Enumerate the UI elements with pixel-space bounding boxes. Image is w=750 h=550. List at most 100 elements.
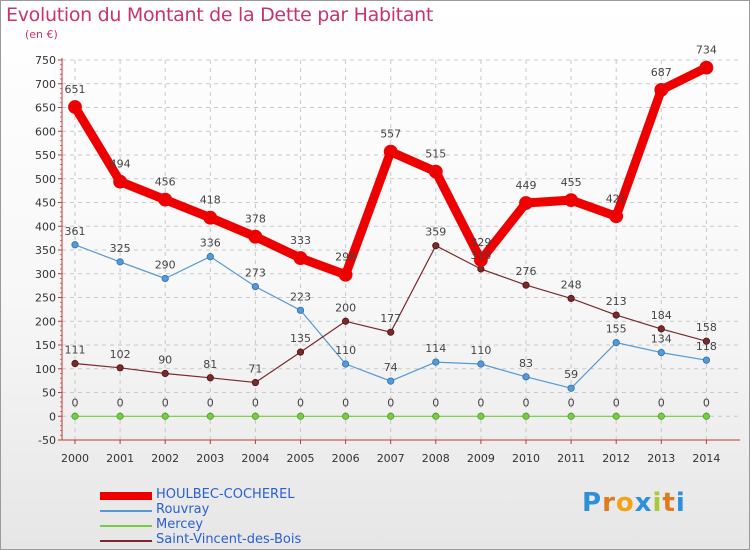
data-label: 494: [110, 158, 131, 171]
y-tick-label: 150: [35, 339, 56, 352]
data-point: [519, 196, 533, 210]
data-label: 329: [470, 236, 491, 249]
y-tick-label: 650: [35, 102, 56, 115]
data-point: [116, 412, 124, 420]
data-point: [473, 253, 488, 267]
label-layer: 361 325 290 336 273 223 110 74 114 110 83 59 155 134 1…: [65, 44, 717, 410]
data-label: 0: [703, 396, 710, 409]
data-label: 110: [470, 344, 491, 357]
data-label: 0: [477, 396, 484, 409]
y-tick-label: 250: [35, 292, 56, 305]
data-point: [161, 274, 169, 283]
legend-label: Mercey: [156, 517, 204, 532]
y-tick-label: 100: [35, 363, 56, 376]
data-point: [206, 374, 214, 382]
x-tick-label: 2006: [332, 452, 360, 465]
data-label: 449: [516, 179, 537, 192]
data-point: [296, 306, 305, 314]
data-point: [657, 412, 665, 420]
data-label: 418: [200, 194, 221, 207]
data-label: 0: [117, 396, 124, 409]
data-label: 515: [425, 148, 446, 161]
data-label: 421: [606, 192, 627, 205]
brand-letter: i: [652, 488, 663, 518]
data-point: [522, 412, 530, 420]
data-label: 0: [252, 396, 259, 409]
data-label: 110: [335, 344, 356, 357]
x-tick-label: 2007: [377, 452, 405, 465]
data-point: [113, 174, 127, 189]
data-label: 184: [651, 309, 672, 322]
y-tick-label: 550: [35, 149, 56, 162]
data-point: [71, 241, 79, 249]
y-tick-label: 450: [35, 197, 56, 210]
data-label: 102: [110, 348, 131, 361]
data-point: [477, 412, 485, 420]
x-tick-label: 2005: [287, 452, 315, 465]
x-tick-label: 2000: [61, 452, 89, 465]
y-tick-label: 500: [35, 173, 56, 186]
data-label: 0: [432, 396, 439, 409]
data-point: [522, 281, 530, 289]
data-point: [203, 210, 218, 225]
brand-logo: Proxiti: [582, 488, 686, 518]
data-label: 111: [65, 344, 86, 357]
data-point: [702, 356, 711, 364]
data-point: [293, 251, 308, 265]
data-point: [116, 364, 124, 372]
data-point: [341, 412, 350, 420]
data-label: 557: [380, 128, 401, 141]
y-tick-label: 700: [35, 78, 56, 91]
y-tick-label: 200: [35, 315, 56, 328]
data-point: [341, 360, 350, 368]
x-tick-label: 2002: [151, 452, 179, 465]
data-point: [477, 360, 485, 368]
brand-letter: x: [634, 488, 653, 518]
x-tick-label: 2014: [692, 452, 720, 465]
data-label: 651: [65, 83, 86, 96]
legend-swatch: [100, 540, 152, 542]
data-point: [68, 100, 82, 114]
y-tick-label: -50: [38, 434, 56, 447]
data-point: [657, 348, 665, 357]
y-tick-label: 600: [35, 125, 56, 138]
data-label: 59: [564, 368, 578, 381]
data-label: 0: [568, 396, 575, 409]
data-label: 177: [380, 312, 401, 325]
data-label: 0: [658, 396, 665, 409]
data-label: 456: [155, 176, 176, 189]
data-label: 273: [245, 267, 266, 280]
grid-layer: [62, 59, 740, 441]
data-point: [567, 412, 575, 420]
brand-letter: r: [602, 488, 616, 518]
data-point: [699, 60, 714, 75]
data-label: 0: [72, 396, 79, 409]
data-label: 361: [65, 225, 86, 238]
data-label: 0: [387, 396, 394, 409]
data-label: 0: [297, 396, 304, 409]
legend-swatch: [100, 525, 152, 527]
data-point: [657, 325, 665, 333]
series-layer: [68, 60, 714, 420]
legend-swatch: [100, 492, 152, 500]
data-label: 118: [696, 340, 717, 353]
legend-swatch: [100, 510, 152, 512]
data-point: [702, 412, 711, 420]
brand-letter: o: [615, 488, 635, 518]
data-point: [567, 384, 575, 392]
data-point: [71, 359, 79, 368]
axis-layer: -50 0 50 100 150 200 250 300 350 400 450 500 550 600 6…: [35, 54, 740, 465]
y-tick-label: 0: [49, 410, 56, 423]
y-tick-label: 400: [35, 220, 56, 233]
data-point: [71, 412, 79, 420]
x-tick-label: 2011: [557, 452, 585, 465]
data-label: 378: [245, 213, 266, 226]
data-label: 276: [516, 265, 537, 278]
legend-label: Saint-Vincent-des-Bois: [156, 532, 302, 547]
data-label: 158: [696, 321, 717, 334]
data-label: 0: [523, 396, 530, 409]
x-tick-label: 2008: [422, 452, 450, 465]
data-point: [158, 192, 173, 207]
data-label: 0: [613, 396, 620, 409]
